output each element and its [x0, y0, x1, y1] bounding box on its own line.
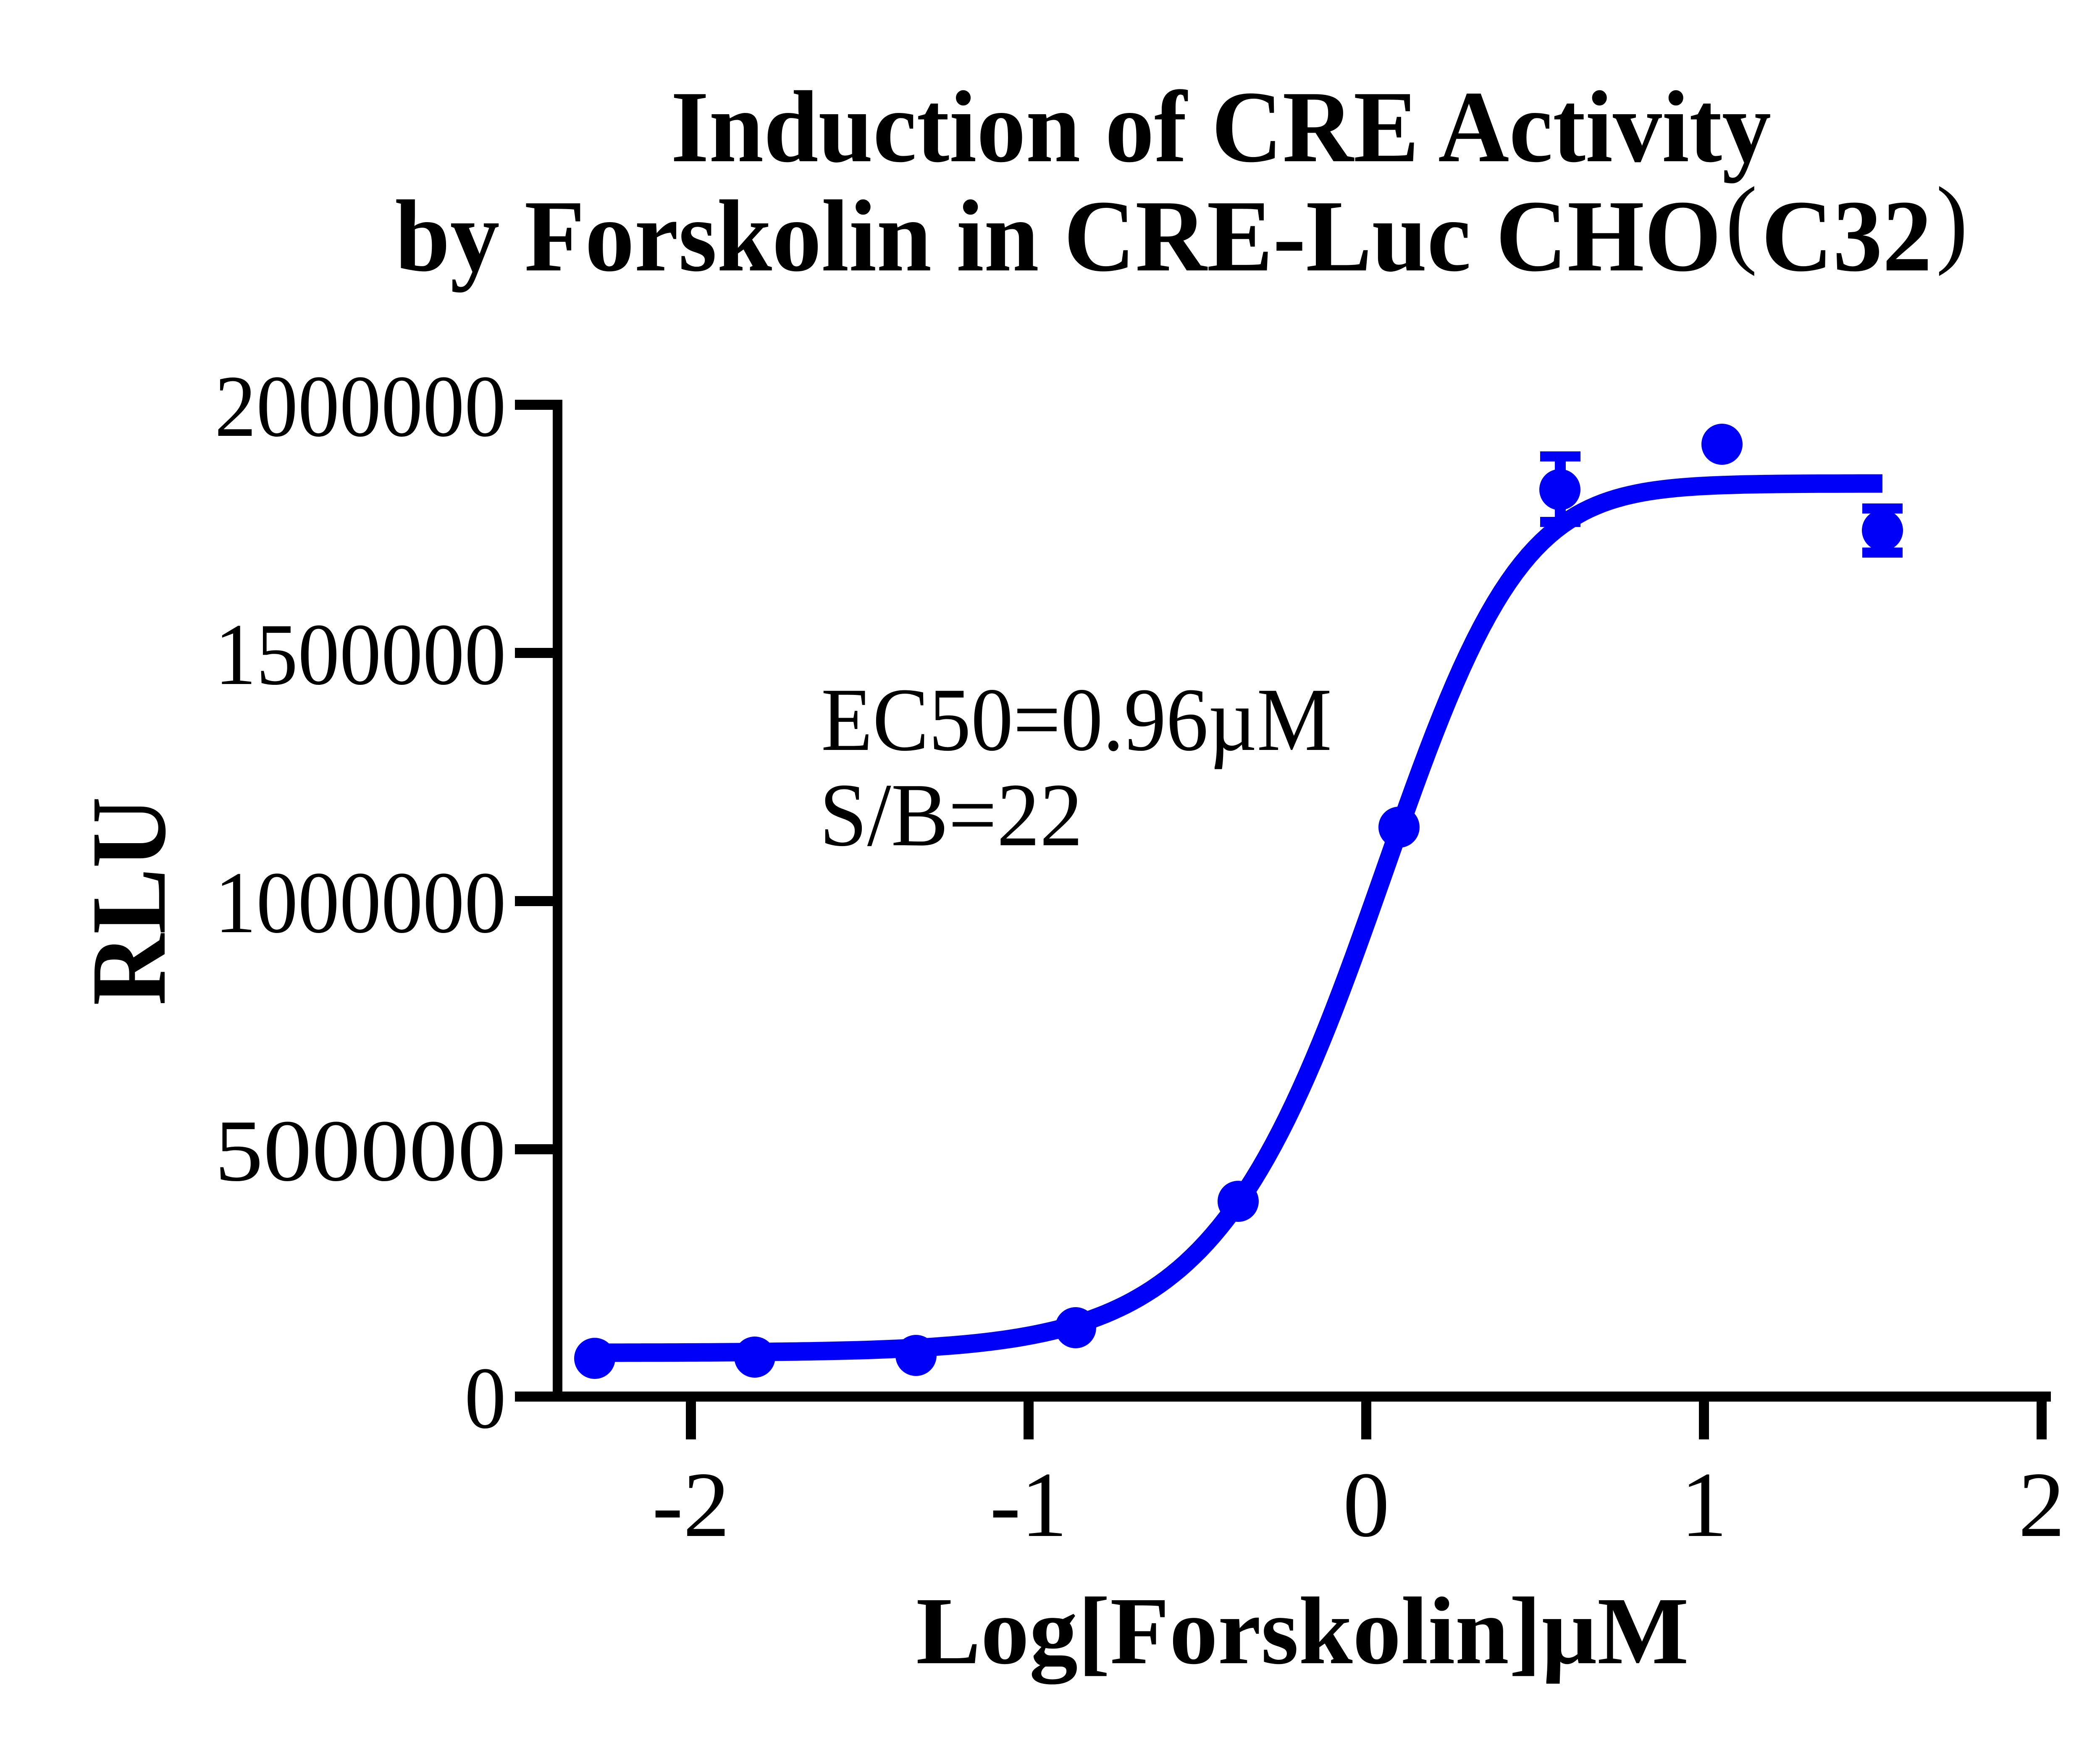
svg-text:S/B=22: S/B=22	[819, 765, 1083, 865]
svg-text:RLU: RLU	[70, 797, 188, 1006]
svg-text:EC50=0.96µM: EC50=0.96µM	[821, 669, 1332, 770]
svg-text:by Forskolin in CRE-Luc CHO(C3: by Forskolin in CRE-Luc CHO(C32)	[395, 167, 1968, 293]
svg-text:1: 1	[1681, 1453, 1727, 1557]
svg-text:0: 0	[465, 1350, 506, 1447]
svg-text:-1: -1	[990, 1453, 1068, 1557]
svg-text:Induction of CRE Activity: Induction of CRE Activity	[671, 70, 1771, 183]
svg-text:1500000: 1500000	[215, 606, 506, 703]
svg-text:2000000: 2000000	[215, 358, 506, 455]
svg-text:-2: -2	[652, 1453, 730, 1557]
svg-text:500000: 500000	[215, 1102, 506, 1200]
svg-text:1000000: 1000000	[215, 854, 506, 951]
svg-text:Log[Forskolin]µM: Log[Forskolin]µM	[916, 1578, 1689, 1685]
svg-text:0: 0	[1343, 1453, 1390, 1557]
svg-text:2: 2	[2019, 1453, 2065, 1557]
